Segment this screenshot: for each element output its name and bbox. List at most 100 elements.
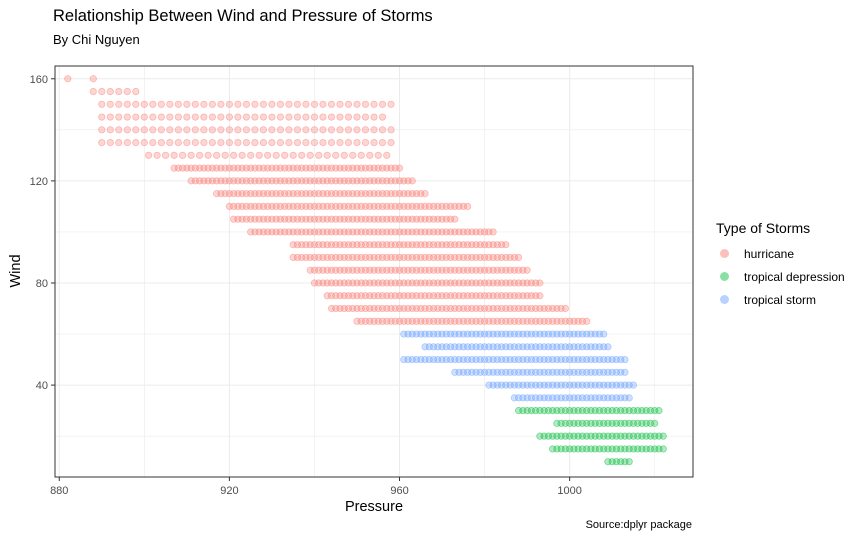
data-point bbox=[340, 164, 348, 172]
data-point bbox=[217, 138, 225, 147]
data-point bbox=[357, 253, 365, 262]
data-point bbox=[510, 279, 518, 287]
data-point bbox=[515, 368, 523, 376]
data-point bbox=[98, 138, 106, 147]
data-point bbox=[429, 330, 438, 338]
data-point bbox=[238, 177, 246, 185]
data-point bbox=[391, 215, 399, 223]
data-point bbox=[421, 266, 429, 274]
data-point bbox=[638, 445, 646, 453]
data-point bbox=[468, 317, 476, 325]
data-point bbox=[412, 330, 421, 338]
data-point bbox=[327, 126, 336, 134]
data-point bbox=[344, 100, 353, 108]
data-point bbox=[549, 381, 557, 389]
data-point bbox=[310, 202, 319, 211]
data-point bbox=[191, 126, 199, 134]
data-point bbox=[285, 126, 293, 134]
x-tick-label: 960 bbox=[390, 485, 408, 497]
data-point bbox=[340, 202, 348, 211]
data-point bbox=[561, 419, 570, 427]
data-point bbox=[595, 355, 604, 364]
data-point bbox=[412, 266, 421, 274]
data-point bbox=[421, 253, 429, 262]
data-point bbox=[583, 381, 591, 389]
data-point bbox=[425, 292, 433, 300]
data-point bbox=[378, 215, 387, 223]
data-point bbox=[391, 164, 399, 172]
data-point bbox=[574, 419, 582, 427]
data-point bbox=[561, 330, 570, 338]
data-point bbox=[344, 215, 353, 223]
data-point bbox=[493, 355, 501, 364]
data-point bbox=[540, 432, 548, 440]
data-point bbox=[459, 279, 467, 287]
data-point bbox=[200, 113, 208, 121]
data-point bbox=[451, 330, 459, 338]
data-point bbox=[383, 228, 391, 236]
data-point bbox=[604, 368, 612, 376]
data-point bbox=[446, 202, 455, 211]
data-point bbox=[446, 215, 455, 223]
data-point bbox=[149, 113, 157, 121]
data-point bbox=[276, 164, 285, 172]
data-point bbox=[357, 279, 365, 287]
data-point bbox=[489, 381, 497, 389]
data-point bbox=[238, 164, 246, 172]
data-point bbox=[519, 343, 527, 351]
data-point bbox=[489, 241, 497, 249]
data-point bbox=[395, 266, 404, 274]
data-point bbox=[515, 394, 523, 402]
data-point bbox=[259, 100, 268, 108]
data-point bbox=[617, 432, 625, 440]
data-point bbox=[310, 164, 319, 172]
data-point bbox=[340, 279, 348, 287]
data-point bbox=[425, 266, 433, 274]
data-point bbox=[412, 292, 421, 300]
data-point bbox=[366, 253, 374, 262]
data-point bbox=[327, 164, 336, 172]
data-point bbox=[319, 164, 327, 172]
data-point bbox=[272, 177, 280, 185]
data-point bbox=[276, 177, 285, 185]
data-point bbox=[293, 241, 302, 249]
data-point bbox=[400, 317, 408, 325]
data-point bbox=[468, 292, 476, 300]
data-point bbox=[404, 292, 412, 300]
data-point bbox=[595, 343, 604, 351]
data-point bbox=[463, 241, 472, 249]
data-point bbox=[340, 228, 348, 236]
data-point bbox=[506, 355, 514, 364]
data-point bbox=[310, 126, 319, 134]
data-point bbox=[519, 304, 527, 313]
plot-panel-border bbox=[54, 65, 694, 478]
data-point bbox=[583, 343, 591, 351]
data-point bbox=[425, 330, 433, 338]
data-point bbox=[442, 355, 450, 364]
data-point bbox=[578, 407, 587, 415]
data-point bbox=[472, 253, 480, 262]
data-point bbox=[361, 138, 370, 147]
data-point bbox=[510, 394, 518, 402]
data-point bbox=[327, 292, 336, 300]
data-point bbox=[268, 138, 276, 147]
data-point bbox=[327, 253, 336, 262]
data-point bbox=[234, 215, 242, 223]
data-point bbox=[570, 419, 578, 427]
legend-label-tropical-storm: tropical storm bbox=[744, 292, 817, 307]
data-point bbox=[519, 368, 527, 376]
data-point bbox=[455, 253, 463, 262]
data-point bbox=[429, 292, 438, 300]
data-point bbox=[417, 228, 425, 236]
data-point bbox=[425, 215, 433, 223]
data-point bbox=[493, 266, 501, 274]
data-point bbox=[536, 343, 544, 351]
data-point bbox=[323, 164, 331, 172]
data-point bbox=[395, 292, 404, 300]
data-point bbox=[353, 241, 361, 249]
data-point bbox=[268, 202, 276, 211]
legend-key-hurricane bbox=[716, 246, 732, 262]
data-point bbox=[353, 292, 361, 300]
data-point bbox=[285, 138, 293, 147]
data-point bbox=[140, 100, 148, 108]
